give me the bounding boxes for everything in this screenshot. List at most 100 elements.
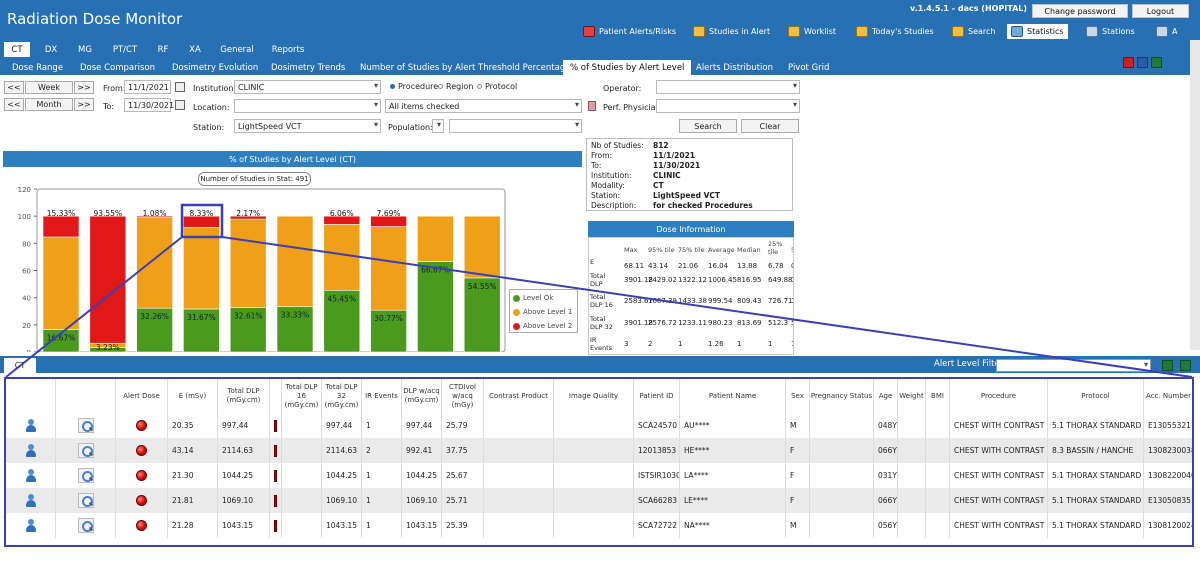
grid-column-header[interactable]: [6, 379, 56, 413]
change-password-button[interactable]: Change password: [1032, 4, 1128, 18]
tab-dx[interactable]: DX: [44, 44, 58, 55]
population-operator-select[interactable]: [432, 119, 444, 133]
patient-icon[interactable]: [25, 519, 36, 532]
grid-column-header[interactable]: BMI: [926, 379, 950, 413]
nav-statistics[interactable]: Statistics: [1007, 24, 1068, 39]
station-select[interactable]: LightSpeed VCT: [234, 119, 381, 133]
patient-icon[interactable]: [25, 444, 36, 457]
table-cell: [484, 488, 554, 513]
vertical-scrollbar[interactable]: [1190, 40, 1200, 350]
operator-select[interactable]: [656, 80, 800, 94]
subtab-pivot-grid[interactable]: Pivot Grid: [788, 62, 830, 73]
grid-column-header[interactable]: Pregnancy Status: [810, 379, 874, 413]
excel-export-icon[interactable]: [1162, 360, 1173, 371]
excel-export-icon[interactable]: [1151, 57, 1162, 68]
to-date-input[interactable]: 11/30/2021: [124, 98, 174, 112]
tab-xa[interactable]: XA: [189, 44, 201, 55]
grid-column-header[interactable]: Age: [874, 379, 898, 413]
subtab-pct-by-alert-level[interactable]: % of Studies by Alert Level: [563, 60, 692, 75]
grid-column-header[interactable]: DLP w/acq (mGy.cm): [402, 379, 442, 413]
nav-stations[interactable]: Stations: [1086, 24, 1135, 39]
study-viewer-icon[interactable]: [77, 418, 94, 433]
bar-segment-above-level-2: [89, 215, 127, 344]
population-select[interactable]: [449, 119, 582, 133]
study-viewer-icon[interactable]: [77, 518, 94, 533]
nav-search[interactable]: Search: [952, 24, 995, 39]
tab-ptct[interactable]: PT/CT: [112, 44, 138, 55]
from-date-input[interactable]: 11/1/2021: [124, 80, 171, 94]
study-viewer-icon[interactable]: [77, 468, 94, 483]
calendar-icon[interactable]: [175, 100, 185, 110]
clear-button[interactable]: Clear: [741, 119, 799, 133]
patient-icon[interactable]: [25, 469, 36, 482]
tab-general[interactable]: General: [220, 44, 254, 55]
word-export-icon[interactable]: [1137, 57, 1148, 68]
nav-worklist[interactable]: Worklist: [788, 24, 836, 39]
dose-row-label: E: [590, 258, 595, 266]
tab-rf[interactable]: RF: [157, 44, 169, 55]
nav-todays-studies[interactable]: Today's Studies: [856, 24, 934, 39]
radio-procedure[interactable]: Procedure: [390, 82, 438, 91]
grid-column-header[interactable]: Weight: [898, 379, 926, 413]
grid-column-header[interactable]: Sex: [786, 379, 810, 413]
subtab-dosimetry-trends[interactable]: Dosimetry Trends: [271, 62, 346, 73]
study-viewer-icon[interactable]: [77, 493, 94, 508]
nav-more[interactable]: A: [1156, 24, 1177, 39]
grid-column-header[interactable]: Total DLP 32 (mGy.cm): [322, 379, 362, 413]
grid-column-header[interactable]: Patient ID: [634, 379, 680, 413]
search-button[interactable]: Search: [679, 119, 737, 133]
logout-button[interactable]: Logout: [1132, 4, 1189, 18]
subtab-dosimetry-evolution[interactable]: Dosimetry Evolution: [172, 62, 259, 73]
radio-region[interactable]: Region: [438, 82, 473, 91]
grid-column-header[interactable]: [56, 379, 116, 413]
subtab-threshold-percentage[interactable]: Number of Studies by Alert Threshold Per…: [360, 62, 571, 73]
calendar-icon[interactable]: [175, 82, 185, 92]
radio-protocol[interactable]: Protocol: [477, 82, 517, 91]
month-prev-button[interactable]: <<: [4, 98, 24, 111]
grid-column-header[interactable]: Total DLP (mGy.cm): [218, 379, 270, 413]
items-select[interactable]: All items checked: [385, 99, 582, 113]
table-row[interactable]: 21.28 1043.15 1043.15 1 1043.15 25.39 SCA72722…: [6, 513, 1192, 538]
grid-column-header[interactable]: E (mSv): [168, 379, 218, 413]
tab-reports[interactable]: Reports: [271, 44, 305, 55]
grid-column-header[interactable]: Procedure: [950, 379, 1048, 413]
excel-export-icon[interactable]: [1180, 360, 1191, 371]
grid-column-header[interactable]: Acc. Number: [1144, 379, 1192, 413]
subtab-dose-comparison[interactable]: Dose Comparison: [80, 62, 155, 73]
subtab-alerts-distribution[interactable]: Alerts Distribution: [696, 62, 773, 73]
table-row[interactable]: 21.30 1044.25 1044.25 1 1044.25 25.67 ISTSIR10…: [6, 463, 1192, 488]
location-select[interactable]: [234, 99, 381, 113]
grid-column-header[interactable]: CTDIvol w/acq (mGy): [442, 379, 484, 413]
alert-filter-select[interactable]: [996, 359, 1151, 372]
week-next-button[interactable]: >>: [74, 81, 94, 94]
study-viewer-icon[interactable]: [77, 443, 94, 458]
tab-mg[interactable]: MG: [78, 44, 92, 55]
month-button[interactable]: Month: [25, 98, 73, 111]
table-row[interactable]: 43.14 2114.63 2114.63 2 992.41 37.75 12013853 H…: [6, 438, 1192, 463]
patient-icon[interactable]: [25, 494, 36, 507]
grid-column-header[interactable]: IR Events: [362, 379, 402, 413]
month-next-button[interactable]: >>: [74, 98, 94, 111]
nav-studies-in-alert[interactable]: Studies in Alert: [693, 24, 770, 39]
institution-select[interactable]: CLINIC: [234, 80, 381, 94]
week-prev-button[interactable]: <<: [4, 81, 24, 94]
grid-column-header[interactable]: Alert Dose: [116, 379, 168, 413]
lower-tab-ct[interactable]: CT: [4, 358, 36, 373]
grid-column-header[interactable]: Image Quality: [554, 379, 634, 413]
legend-swatch: [513, 308, 520, 316]
subtab-dose-range[interactable]: Dose Range: [12, 62, 64, 73]
grid-column-header[interactable]: Contrast Product: [484, 379, 554, 413]
tab-ct[interactable]: CT: [4, 42, 30, 57]
week-button[interactable]: Week: [25, 81, 73, 94]
pdf-export-icon[interactable]: [1123, 57, 1134, 68]
patient-icon[interactable]: [25, 419, 36, 432]
bar-segment-above-level-2: [229, 215, 267, 220]
grid-column-header[interactable]: [270, 379, 282, 413]
grid-column-header[interactable]: Total DLP 16 (mGy.cm): [282, 379, 322, 413]
physician-select[interactable]: [656, 99, 800, 113]
grid-column-header[interactable]: Patient Name: [680, 379, 786, 413]
nav-patient-alerts[interactable]: Patient Alerts/Risks: [583, 24, 676, 39]
table-row[interactable]: 20.35 997.44 997.44 1 997.44 25.79 SCA24570 AU*…: [6, 413, 1192, 438]
grid-column-header[interactable]: Protocol: [1048, 379, 1144, 413]
table-row[interactable]: 21.81 1069.10 1069.10 1 1069.10 25.71 SCA66283…: [6, 488, 1192, 513]
